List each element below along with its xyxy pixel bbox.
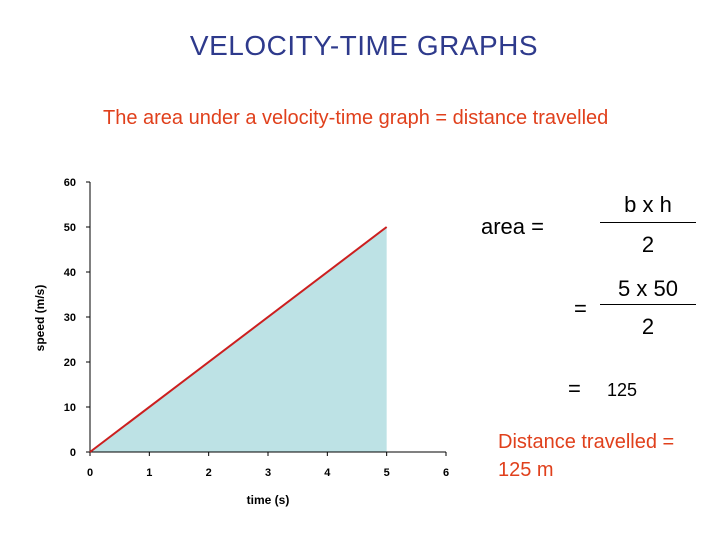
y-tick-label: 40	[64, 267, 76, 279]
x-tick-label: 0	[87, 467, 93, 479]
substituted-numerator: 5 x 50	[618, 276, 678, 301]
x-tick-label: 4	[324, 467, 331, 479]
velocity-line	[89, 226, 388, 453]
y-tick-label: 0	[70, 447, 76, 459]
x-tick-label: 5	[384, 467, 390, 479]
y-tick-label: 20	[64, 357, 76, 369]
x-tick-label: 1	[146, 467, 152, 479]
equals-sign: =	[574, 296, 587, 321]
subtitle: The area under a velocity-time graph = d…	[103, 107, 609, 129]
x-tick-label: 6	[443, 467, 449, 479]
fraction-line	[600, 304, 696, 305]
conclusion: Distance travelled = 125 m	[498, 431, 675, 481]
x-axis-label: time (s)	[247, 493, 290, 507]
page-title: VELOCITY-TIME GRAPHS	[189, 30, 539, 61]
y-tick-label: 60	[64, 177, 76, 189]
x-tick-label: 3	[265, 467, 271, 479]
area-label: area =	[481, 214, 544, 239]
formula-numerator: b x h	[624, 192, 672, 217]
formula-denominator: 2	[641, 232, 655, 257]
y-tick-label: 10	[64, 402, 76, 414]
y-tick-label: 30	[64, 312, 76, 324]
y-tick-label: 50	[64, 222, 76, 234]
x-tick-label: 2	[206, 467, 212, 479]
substituted-denominator: 2	[641, 314, 655, 339]
result-value: 125	[607, 380, 638, 400]
equals-sign: =	[568, 376, 581, 401]
y-axis-label: speed (m/s)	[33, 285, 47, 352]
fraction-line	[600, 222, 696, 223]
